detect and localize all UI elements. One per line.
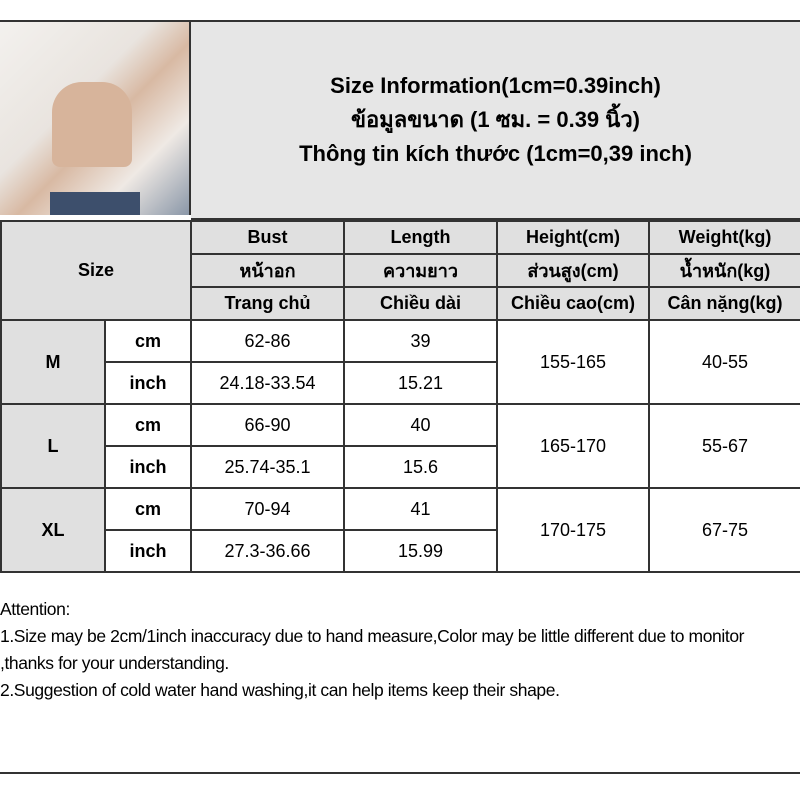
header-weight-vi: Cân nặng(kg) [648,286,800,321]
header-bust-vi: Trang chủ [190,286,345,321]
header-bust: Bust [190,220,345,255]
length-inch: 15.21 [343,361,498,405]
header-weight: Weight(kg) [648,220,800,255]
header-length-vi: Chiều dài [343,286,498,321]
table-row: M cm 62-86 39 155-165 40-55 [0,319,800,405]
weight: 67-75 [648,487,800,573]
title-english: Size Information(1cm=0.39inch) [330,73,661,98]
size-l: L [0,403,106,489]
unit-inch: inch [104,529,192,573]
bust-cm: 66-90 [190,403,345,447]
bust-cm: 62-86 [190,319,345,363]
height: 170-175 [496,487,650,573]
header-weight-th: น้ำหนัก(kg) [648,253,800,288]
table-row: inch 25.74-35.1 15.6 [1,445,800,489]
note-2: 2.Suggestion of cold water hand washing,… [0,680,560,700]
title-thai: ข้อมูลขนาด (1 ซม. = 0.39 นิ้ว) [350,107,640,132]
header-length-th: ความยาว [343,253,498,288]
size-m: M [0,319,106,405]
height: 155-165 [496,319,650,405]
length-inch: 15.99 [343,529,498,573]
table-row: L cm 66-90 40 165-170 55-67 [0,403,800,489]
height: 165-170 [496,403,650,489]
header-row-english: Size Bust Length Height(cm) Weight(kg) [0,220,800,321]
bust-inch: 24.18-33.54 [190,361,345,405]
header-row-thai: หน้าอก ความยาว ส่วนสูง(cm) น้ำหนัก(kg) [1,253,800,288]
header-length: Length [343,220,498,255]
unit-cm: cm [104,319,192,363]
length-cm: 39 [343,319,498,363]
unit-inch: inch [104,445,192,489]
bust-cm: 70-94 [190,487,345,531]
title-vietnamese: Thông tin kích thước (1cm=0,39 inch) [299,141,692,166]
attention-notes: Attention: 1.Size may be 2cm/1inch inacc… [0,596,800,704]
header-bust-th: หน้าอก [190,253,345,288]
top-border [0,20,800,222]
size-info-title: Size Information(1cm=0.39inch) ข้อมูลขนา… [191,22,800,220]
header-height: Height(cm) [496,220,650,255]
unit-inch: inch [104,361,192,405]
size-xl: XL [0,487,106,573]
note-1: 1.Size may be 2cm/1inch inaccuracy due t… [0,626,745,673]
size-table: Size Bust Length Height(cm) Weight(kg) ห… [0,220,800,573]
length-cm: 40 [343,403,498,447]
length-cm: 41 [343,487,498,531]
header-height-vi: Chiều cao(cm) [496,286,650,321]
unit-cm: cm [104,487,192,531]
table-row: inch 27.3-36.66 15.99 [1,529,800,573]
table-row: XL cm 70-94 41 170-175 67-75 [0,487,800,573]
weight: 55-67 [648,403,800,489]
attention-heading: Attention: [0,599,70,619]
weight: 40-55 [648,319,800,405]
unit-cm: cm [104,403,192,447]
jeans-shape [50,192,140,215]
table-row: inch 24.18-33.54 15.21 [1,361,800,405]
size-header: Size [0,220,192,321]
header-row-vietnamese: Trang chủ Chiều dài Chiều cao(cm) Cân nặ… [1,286,800,321]
product-photo [0,22,191,215]
garment-shape [52,82,132,167]
header-height-th: ส่วนสูง(cm) [496,253,650,288]
bust-inch: 25.74-35.1 [190,445,345,489]
bust-inch: 27.3-36.66 [190,529,345,573]
length-inch: 15.6 [343,445,498,489]
bottom-divider [0,772,800,774]
